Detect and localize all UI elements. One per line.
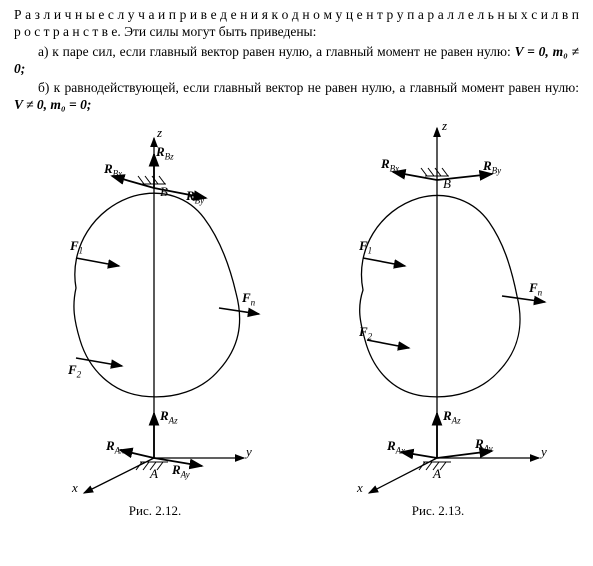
lbl-y-L: y (246, 444, 252, 461)
lbl-F1-R: F1 (359, 238, 372, 257)
lbl-B-L: B (160, 184, 168, 201)
p1-spaced-a: Р а з л и ч н ы е с л у ч а и п р и в е … (14, 7, 404, 22)
figures-row: z y x RBz RBx RBy B F1 Fn F2 RAz RAx RAy… (14, 118, 579, 538)
lbl-RAz-L: RAz (160, 408, 178, 427)
page: Р а з л и ч н ы е с л у ч а и п р и в е … (0, 0, 593, 538)
p3-text: б) к равнодействующей, если главный вект… (38, 80, 579, 95)
p1-tail: Эти силы могут быть приведены: (121, 24, 317, 39)
figure-right-svg (297, 118, 579, 498)
lbl-RBy-R: RBy (483, 158, 501, 177)
lbl-F1-L: F1 (70, 238, 83, 257)
lbl-RAx-L: RAx (106, 438, 124, 457)
lbl-z-L: z (157, 125, 162, 142)
lbl-RAx-R: RAx (387, 438, 405, 457)
lbl-RAy-R: RAy (475, 436, 493, 455)
figure-left: z y x RBz RBx RBy B F1 Fn F2 RAz RAx RAy… (14, 118, 296, 518)
lbl-F2-L: F2 (68, 362, 81, 381)
paragraph-2: а) к паре сил, если главный вектор равен… (14, 43, 579, 78)
lbl-x-R: x (357, 480, 363, 497)
paragraph-1: Р а з л и ч н ы е с л у ч а и п р и в е … (14, 6, 579, 41)
caption-left: Рис. 2.12. (14, 503, 296, 520)
lbl-F2-R: F2 (359, 324, 372, 343)
lbl-x-L: x (72, 480, 78, 497)
figure-right: z y x RBx RBy B F1 Fn F2 RAz RAx RAy A Р… (297, 118, 579, 518)
p2-text: а) к паре сил, если главный вектор равен… (38, 44, 515, 59)
lbl-A-L: A (150, 466, 158, 483)
lbl-RBx-R: RBx (381, 156, 399, 175)
caption-right: Рис. 2.13. (297, 503, 579, 520)
p3-math: V ≠ 0, m₀ = 0; (14, 97, 91, 112)
lbl-Fn-L: Fn (242, 290, 255, 309)
lbl-RBy-L: RBy (186, 188, 204, 207)
lbl-RAz-R: RAz (443, 408, 461, 427)
lbl-A-R: A (433, 466, 441, 483)
lbl-z-R: z (442, 118, 447, 135)
lbl-y-R: y (541, 444, 547, 461)
paragraph-3: б) к равнодействующей, если главный вект… (14, 79, 579, 114)
lbl-RBz-L: RBz (156, 144, 174, 163)
lbl-B-R: B (443, 176, 451, 193)
lbl-RAy-L: RAy (172, 462, 190, 481)
lbl-RBx-L: RBx (104, 161, 122, 180)
lbl-Fn-R: Fn (529, 280, 542, 299)
